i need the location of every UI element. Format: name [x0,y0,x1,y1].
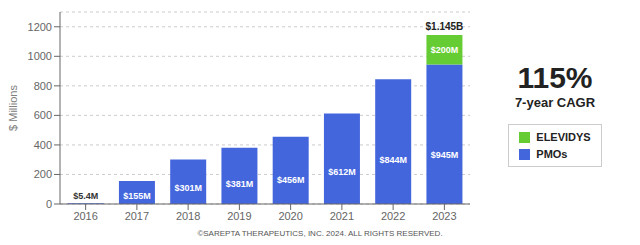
svg-text:400: 400 [34,139,52,151]
html-text:ELEVIDYS: ELEVIDYS [536,131,591,143]
svg-text:$5.4M: $5.4M [73,191,98,201]
html-text:115%: 115% [517,61,593,94]
svg-text:1000: 1000 [28,50,52,62]
svg-text:2018: 2018 [176,210,200,222]
svg-text:600: 600 [34,109,52,121]
html-text:7-year CAGR: 7-year CAGR [514,95,596,110]
svg-text:$381M: $381M [226,179,254,189]
svg-text:$ Millions: $ Millions [8,85,19,131]
svg-text:2019: 2019 [227,210,251,222]
html-text:©SAREPTA THERAPEUTICS, INC. 20: ©SAREPTA THERAPEUTICS, INC. 2024. ALL RI… [197,229,443,238]
svg-text:$200M: $200M [431,45,459,55]
svg-text:$155M: $155M [123,191,151,201]
svg-text:2022: 2022 [381,210,405,222]
svg-text:1200: 1200 [28,21,52,33]
svg-text:$1.145B: $1.145B [426,21,464,32]
svg-text:$844M: $844M [379,155,407,165]
html-text:PMOs: PMOs [536,148,568,160]
svg-text:200: 200 [34,168,52,180]
svg-text:$301M: $301M [174,183,202,193]
svg-text:$612M: $612M [328,167,356,177]
svg-text:800: 800 [34,80,52,92]
svg-text:2017: 2017 [125,210,149,222]
svg-text:2023: 2023 [432,210,456,222]
svg-text:$456M: $456M [277,175,305,185]
svg-text:0: 0 [46,198,52,210]
svg-text:2020: 2020 [278,210,302,222]
svg-text:2021: 2021 [330,210,354,222]
svg-text:2016: 2016 [73,210,97,222]
svg-text:$945M: $945M [431,150,459,160]
